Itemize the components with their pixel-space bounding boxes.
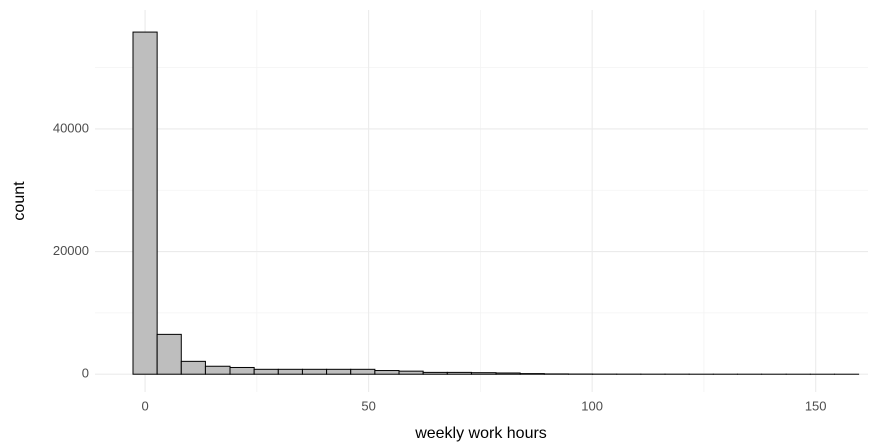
bar: [422, 371, 448, 375]
bar: [374, 370, 400, 375]
bar: [470, 372, 497, 375]
x-tick-label: 100: [581, 398, 603, 413]
bar: [326, 368, 352, 375]
y-tick-label: 40000: [53, 120, 89, 135]
bar: [229, 366, 255, 375]
x-tick-label: 0: [141, 398, 148, 413]
bar: [301, 368, 328, 375]
bar: [519, 373, 545, 375]
bar: [277, 368, 303, 375]
bar: [495, 372, 521, 375]
bar: [253, 368, 279, 375]
bar: [156, 333, 182, 375]
bar: [398, 370, 424, 375]
bar: [204, 365, 231, 375]
bar: [446, 371, 472, 375]
y-tick-label: 20000: [53, 243, 89, 258]
bar: [350, 368, 376, 375]
bar: [180, 360, 206, 375]
y-tick-label: 0: [82, 366, 89, 381]
x-axis-label: weekly work hours: [414, 425, 547, 442]
bar: [132, 31, 158, 375]
x-tick-label: 50: [361, 398, 375, 413]
x-tick-label: 150: [805, 398, 827, 413]
y-axis-label: count: [11, 181, 28, 221]
